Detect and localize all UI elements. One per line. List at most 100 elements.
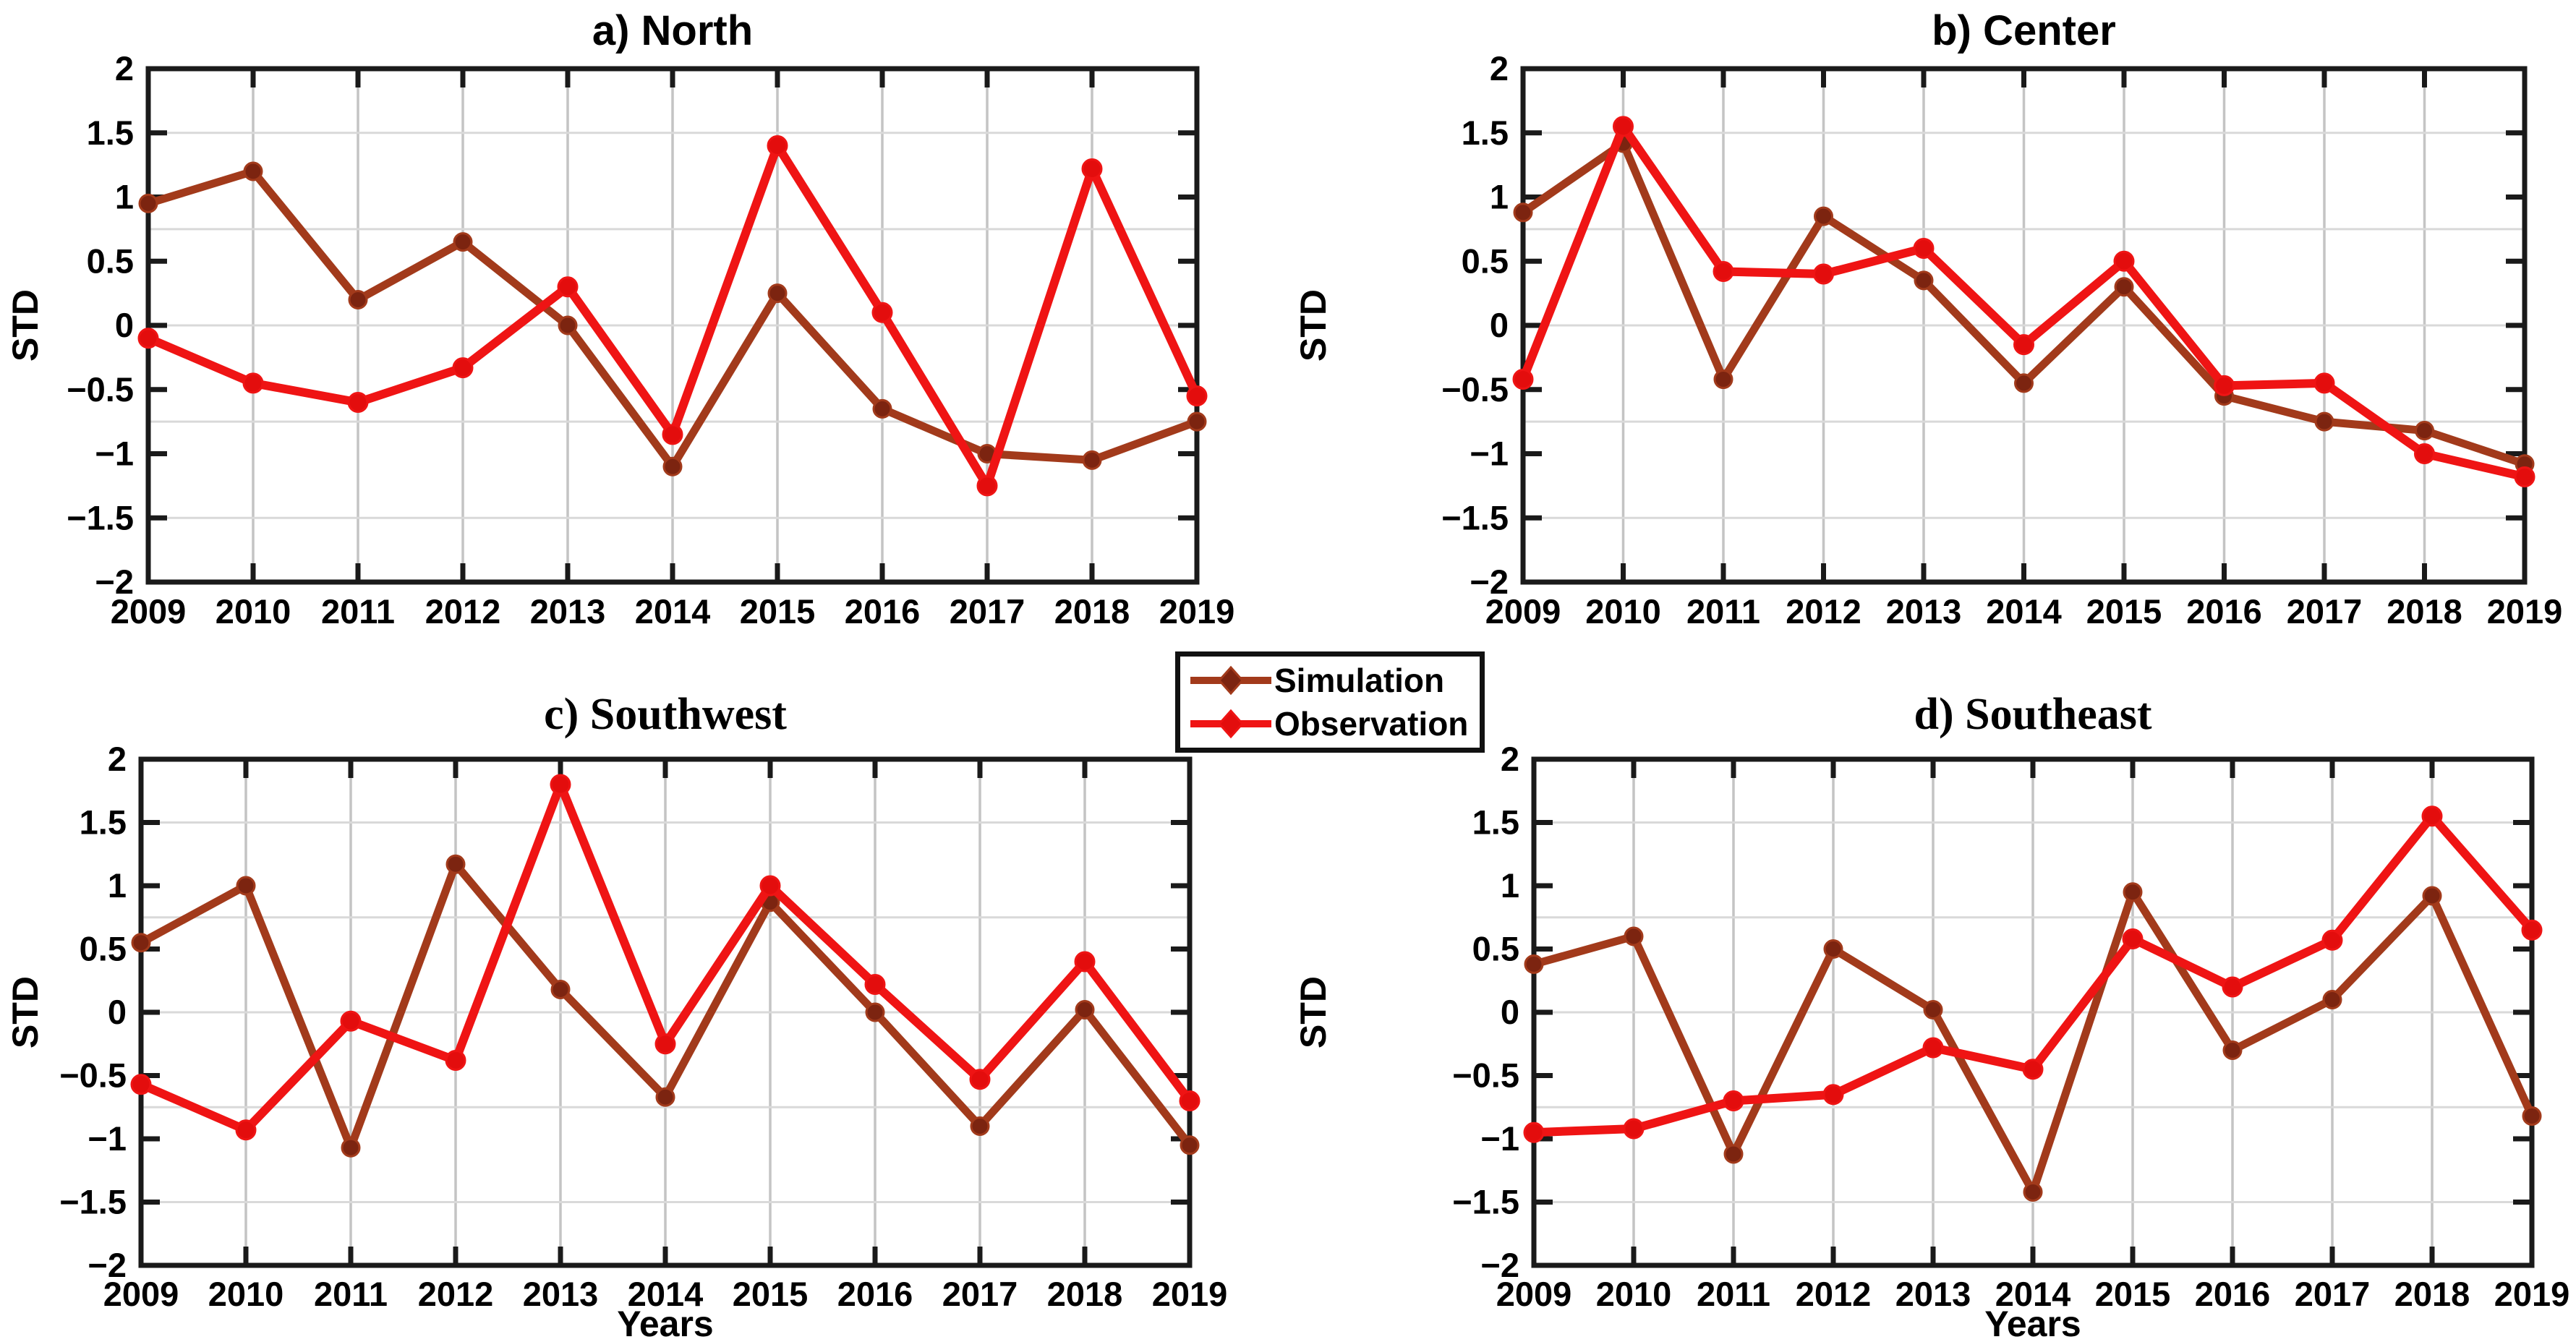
svg-text:−1: −1 — [1480, 1119, 1519, 1158]
svg-text:2009: 2009 — [1485, 592, 1561, 631]
svg-text:Years: Years — [1984, 1304, 2081, 1342]
svg-text:−2: −2 — [95, 563, 134, 601]
svg-text:2010: 2010 — [1596, 1275, 1672, 1313]
svg-text:0.5: 0.5 — [87, 242, 134, 280]
svg-text:2: 2 — [115, 49, 134, 87]
svg-text:2018: 2018 — [2394, 1275, 2470, 1313]
svg-text:2018: 2018 — [1047, 1275, 1123, 1313]
svg-text:0: 0 — [115, 306, 134, 344]
svg-text:2015: 2015 — [740, 592, 816, 631]
svg-text:STD: STD — [5, 976, 46, 1048]
svg-text:−2: −2 — [1470, 563, 1509, 601]
svg-text:1: 1 — [1490, 178, 1509, 216]
svg-text:−1: −1 — [88, 1119, 127, 1158]
svg-text:0.5: 0.5 — [1472, 930, 1519, 968]
svg-text:c) Southwest: c) Southwest — [544, 690, 787, 739]
svg-text:2012: 2012 — [418, 1275, 494, 1313]
svg-text:2: 2 — [1501, 740, 1519, 778]
svg-text:2009: 2009 — [103, 1275, 179, 1313]
svg-text:1: 1 — [108, 866, 127, 905]
svg-text:−0.5: −0.5 — [59, 1056, 127, 1095]
svg-text:1: 1 — [115, 178, 134, 216]
svg-text:2019: 2019 — [1152, 1275, 1228, 1313]
svg-text:1.5: 1.5 — [87, 114, 134, 152]
svg-text:2014: 2014 — [635, 592, 711, 631]
svg-text:2010: 2010 — [1585, 592, 1661, 631]
svg-text:2014: 2014 — [1986, 592, 2062, 631]
svg-text:2016: 2016 — [2186, 592, 2262, 631]
svg-text:−0.5: −0.5 — [1452, 1056, 1519, 1095]
svg-text:2013: 2013 — [1895, 1275, 1971, 1313]
svg-text:d) Southeast: d) Southeast — [1914, 690, 2151, 739]
svg-text:−1: −1 — [95, 435, 134, 473]
svg-text:2013: 2013 — [1886, 592, 1962, 631]
svg-text:2015: 2015 — [733, 1275, 809, 1313]
svg-text:2016: 2016 — [845, 592, 921, 631]
svg-text:−1.5: −1.5 — [59, 1183, 127, 1221]
svg-text:2014: 2014 — [628, 1275, 704, 1313]
svg-text:−0.5: −0.5 — [1441, 370, 1509, 409]
svg-text:2019: 2019 — [2494, 1275, 2570, 1313]
svg-text:STD: STD — [5, 289, 46, 362]
svg-text:2013: 2013 — [530, 592, 606, 631]
svg-text:2018: 2018 — [1054, 592, 1130, 631]
svg-text:2012: 2012 — [425, 592, 501, 631]
svg-text:STD: STD — [1293, 289, 1334, 362]
svg-text:2: 2 — [108, 740, 127, 778]
svg-text:2011: 2011 — [1697, 1275, 1770, 1313]
svg-text:STD: STD — [1293, 976, 1334, 1048]
legend-item-simulation: Simulation — [1187, 660, 1480, 701]
svg-text:−2: −2 — [1480, 1246, 1519, 1284]
svg-text:2019: 2019 — [1159, 592, 1235, 631]
legend-label-simulation: Simulation — [1274, 662, 1445, 699]
legend-item-observation: Observation — [1187, 704, 1480, 744]
svg-text:2017: 2017 — [942, 1275, 1018, 1313]
svg-text:−1.5: −1.5 — [67, 498, 134, 537]
svg-text:−1.5: −1.5 — [1452, 1183, 1519, 1221]
svg-text:−2: −2 — [88, 1246, 127, 1284]
svg-text:−1: −1 — [1470, 435, 1509, 473]
svg-text:2016: 2016 — [2195, 1275, 2271, 1313]
svg-text:1: 1 — [1501, 866, 1519, 905]
legend: Simulation Observation — [1175, 651, 1485, 753]
svg-text:1.5: 1.5 — [1462, 114, 1509, 152]
svg-text:1.5: 1.5 — [1472, 803, 1519, 842]
svg-text:0.5: 0.5 — [1462, 242, 1509, 280]
legend-label-observation: Observation — [1274, 705, 1469, 743]
svg-text:0: 0 — [1490, 306, 1509, 344]
svg-text:Years: Years — [617, 1304, 713, 1342]
svg-text:−0.5: −0.5 — [67, 370, 134, 409]
observation-line-marker-icon — [1190, 709, 1271, 739]
svg-text:a) North: a) North — [592, 7, 753, 54]
svg-text:2: 2 — [1490, 49, 1509, 87]
svg-text:2011: 2011 — [321, 592, 395, 631]
simulation-line-marker-icon — [1190, 665, 1271, 696]
svg-text:2011: 2011 — [1686, 592, 1760, 631]
svg-text:2014: 2014 — [1995, 1275, 2071, 1313]
svg-text:2017: 2017 — [950, 592, 1025, 631]
svg-text:2013: 2013 — [523, 1275, 599, 1313]
svg-text:2012: 2012 — [1796, 1275, 1872, 1313]
svg-text:0: 0 — [108, 993, 127, 1031]
svg-text:2017: 2017 — [2295, 1275, 2371, 1313]
svg-text:0.5: 0.5 — [80, 930, 127, 968]
svg-text:2015: 2015 — [2086, 592, 2162, 631]
svg-text:−1.5: −1.5 — [1441, 498, 1509, 537]
svg-text:2009: 2009 — [1496, 1275, 1572, 1313]
svg-text:2012: 2012 — [1786, 592, 1861, 631]
svg-text:2018: 2018 — [2387, 592, 2462, 631]
svg-text:2010: 2010 — [208, 1275, 284, 1313]
svg-text:2011: 2011 — [314, 1275, 388, 1313]
svg-text:2016: 2016 — [837, 1275, 913, 1313]
svg-text:1.5: 1.5 — [80, 803, 127, 842]
svg-text:2015: 2015 — [2095, 1275, 2171, 1313]
svg-text:2017: 2017 — [2287, 592, 2363, 631]
svg-text:0: 0 — [1501, 993, 1519, 1031]
svg-text:2019: 2019 — [2487, 592, 2563, 631]
svg-text:2010: 2010 — [216, 592, 291, 631]
